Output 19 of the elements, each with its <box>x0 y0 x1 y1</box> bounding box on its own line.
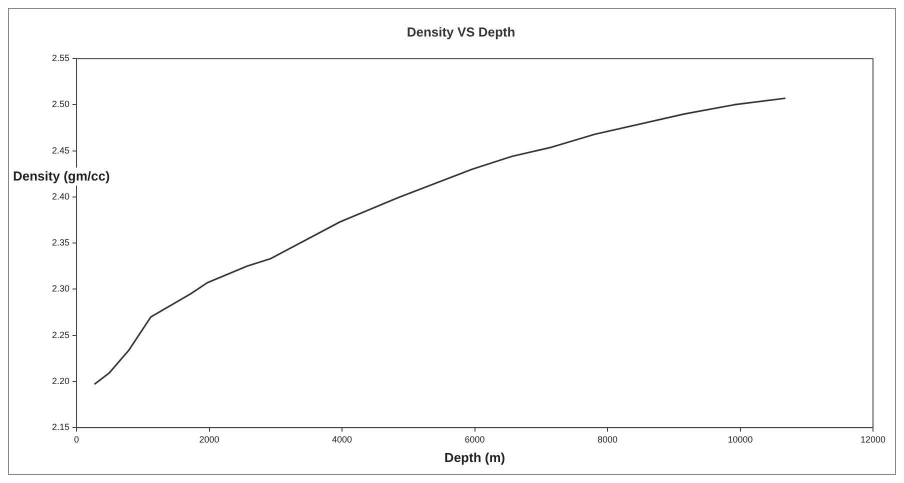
y-axis-title: Density (gm/cc) <box>13 168 110 184</box>
x-tick-label: 8000 <box>597 434 618 444</box>
y-tick-label: 2.20 <box>52 376 70 386</box>
chart-title: Density VS Depth <box>406 24 516 40</box>
y-tick-label: 2.25 <box>52 330 70 340</box>
x-tick-label: 6000 <box>464 434 485 444</box>
x-axis-title: Depth (m) <box>444 450 506 465</box>
x-tick-label: 4000 <box>332 434 352 444</box>
y-tick-label: 2.40 <box>52 191 70 202</box>
y-tick-label: 2.35 <box>52 238 70 248</box>
x-tick-label: 2000 <box>199 434 220 444</box>
x-tick-label: 12000 <box>860 434 886 444</box>
y-tick-label: 2.15 <box>52 422 70 432</box>
x-tick-label: 10000 <box>728 434 753 444</box>
y-tick-label: 2.30 <box>52 284 70 294</box>
y-tick-label: 2.55 <box>52 53 70 64</box>
x-tick-label: 0 <box>74 434 80 444</box>
y-tick-label: 2.50 <box>52 99 70 110</box>
y-tick-label: 2.45 <box>52 145 70 156</box>
